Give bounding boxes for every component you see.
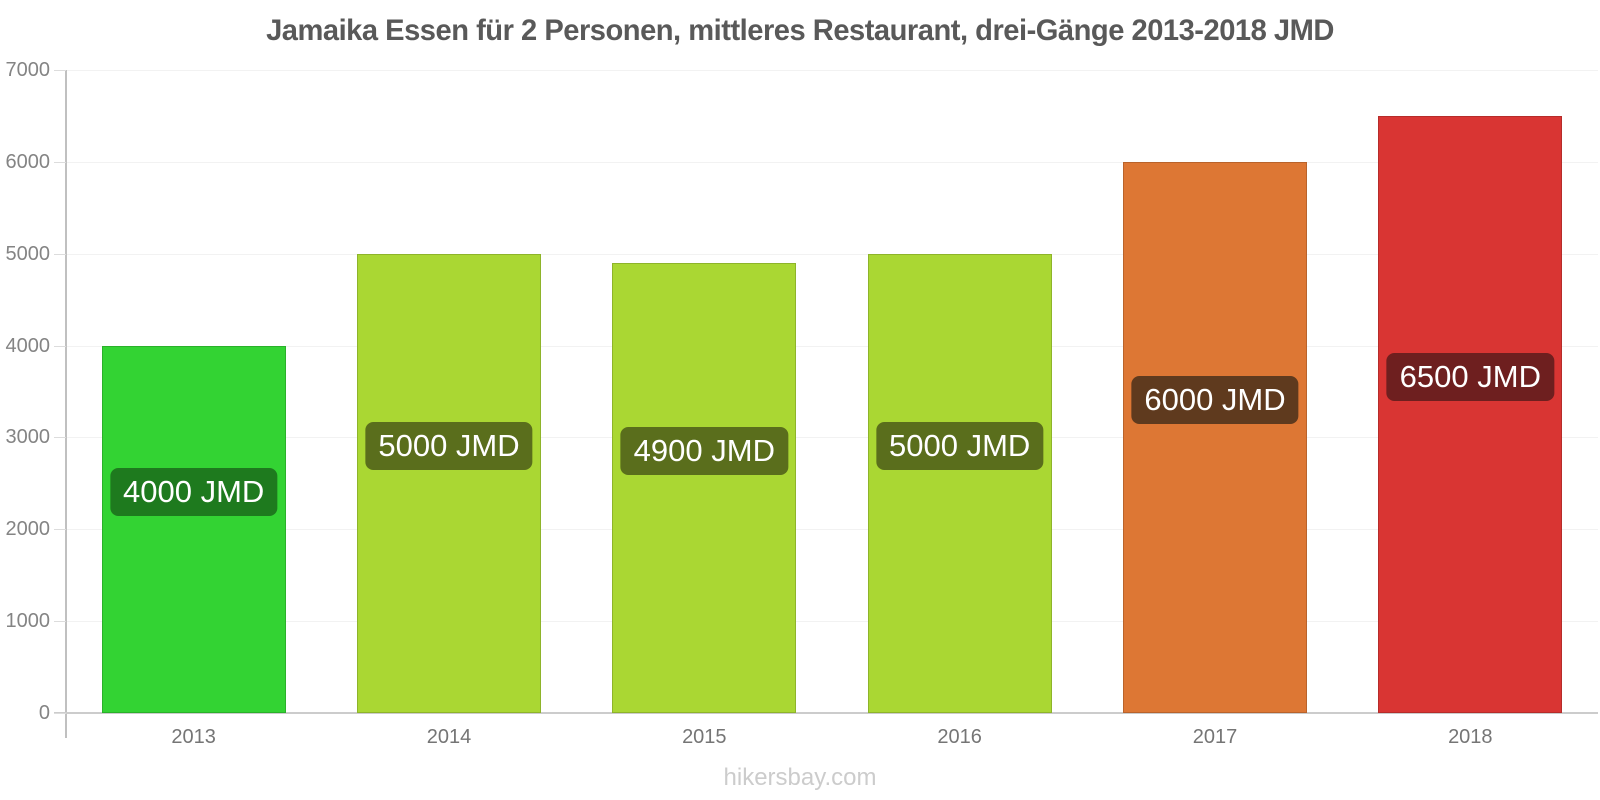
bar-value-label-2016: 5000 JMD [876,422,1044,471]
bar-2018: 6500 JMD [1378,115,1563,713]
chart-title: Jamaika Essen für 2 Personen, mittleres … [266,14,1334,47]
y-tick-label-0: 0 [38,702,50,724]
x-tick-label-2014: 2014 [426,726,472,748]
y-tick-mark-6000 [54,161,66,163]
x-tick-label-2013: 2013 [171,726,216,748]
bar-value-label-2014: 5000 JMD [365,422,533,471]
y-tick-label-6000: 6000 [5,150,51,173]
bar-2014: 5000 JMD [357,253,541,713]
gridline-1000 [66,621,1598,623]
bar-value-label-2013: 4000 JMD [110,468,278,517]
y-tick-label-4000: 4000 [5,334,51,357]
x-axis-baseline [54,712,1598,714]
gridline-6000 [66,161,1598,163]
x-tick-label-2018: 2018 [1448,726,1493,748]
bar-2016: 5000 JMD [867,253,1052,713]
x-tick-label-2016: 2016 [937,726,982,748]
bar-value-label-2018: 6500 JMD [1386,353,1554,402]
x-tick-label-2015: 2015 [682,726,727,748]
y-tick-mark-3000 [54,437,66,439]
y-tick-label-1000: 1000 [5,610,51,633]
y-tick-mark-1000 [54,621,66,623]
y-tick-mark-5000 [54,253,66,255]
y-tick-mark-2000 [54,529,66,531]
bar-value-label-2017: 6000 JMD [1131,376,1299,425]
y-tick-label-5000: 5000 [5,242,51,265]
gridline-2000 [66,529,1598,531]
bar-2013: 4000 JMD [101,345,286,713]
y-tick-label-7000: 7000 [5,59,51,81]
gridline-5000 [66,253,1598,255]
watermark-text: hikersbay.com [723,764,877,791]
bar-2015: 4900 JMD [612,262,797,713]
x-tick-label-2017: 2017 [1192,726,1238,748]
y-tick-label-3000: 3000 [5,426,51,449]
y-tick-mark-0 [54,713,66,714]
bar-2017: 6000 JMD [1123,161,1307,713]
y-tick-mark-4000 [54,345,66,347]
bar-value-label-2015: 4900 JMD [620,426,788,475]
gridline-4000 [66,345,1598,347]
y-axis-line [65,70,67,738]
gridline-7000 [66,70,1598,71]
y-tick-label-2000: 2000 [5,518,51,541]
y-tick-mark-7000 [54,70,66,71]
gridline-3000 [66,437,1598,439]
